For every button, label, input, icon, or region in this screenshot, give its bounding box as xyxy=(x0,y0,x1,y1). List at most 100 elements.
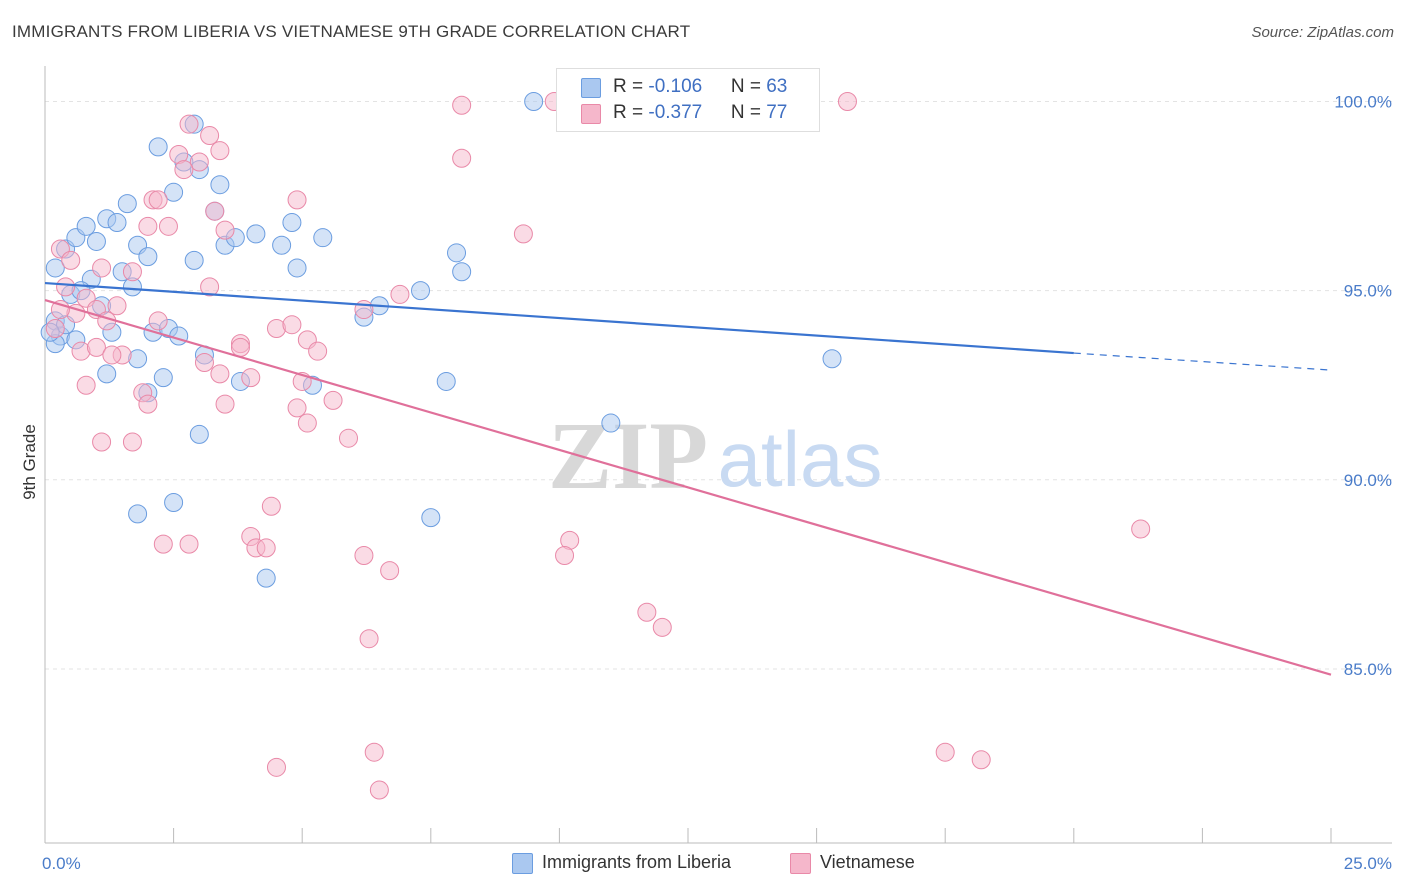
point-liberia xyxy=(822,349,842,369)
point-vietnamese xyxy=(215,394,235,414)
watermark-zip: ZIP xyxy=(548,402,708,509)
point-vietnamese xyxy=(92,258,112,278)
y-tick-label: 95.0% xyxy=(1344,282,1392,301)
point-vietnamese xyxy=(122,262,142,282)
point-liberia xyxy=(452,262,472,282)
series-swatch-liberia xyxy=(512,853,533,874)
point-liberia xyxy=(189,424,209,444)
point-vietnamese xyxy=(138,216,158,236)
point-liberia xyxy=(447,243,467,263)
point-vietnamese xyxy=(215,220,235,240)
trend-extension-liberia xyxy=(1073,352,1332,371)
watermark-atlas: atlas xyxy=(718,415,883,503)
point-vietnamese xyxy=(266,757,286,777)
axes xyxy=(44,66,1392,844)
point-vietnamese xyxy=(210,141,230,161)
point-liberia xyxy=(601,413,621,433)
point-vietnamese xyxy=(56,277,76,297)
point-vietnamese xyxy=(287,190,307,210)
point-vietnamese xyxy=(107,296,127,316)
point-vietnamese xyxy=(92,432,112,452)
point-vietnamese xyxy=(282,315,302,335)
point-vietnamese xyxy=(241,368,261,388)
point-vietnamese xyxy=(158,216,178,236)
y-tick-label: 90.0% xyxy=(1344,471,1392,490)
y-axis-label: 9th Grade xyxy=(20,424,39,500)
point-liberia xyxy=(287,258,307,278)
point-liberia xyxy=(128,504,148,524)
legend-n-value: 77 xyxy=(766,102,788,123)
point-vietnamese xyxy=(148,190,168,210)
series-swatch-vietnamese xyxy=(790,853,811,874)
point-vietnamese xyxy=(61,250,81,270)
legend-swatch-liberia xyxy=(581,78,601,98)
x-tick-right: 25.0% xyxy=(1344,854,1392,873)
point-vietnamese xyxy=(210,364,230,384)
legend-n-value: 63 xyxy=(766,76,788,97)
point-vietnamese xyxy=(230,337,250,357)
trend-line-vietnamese xyxy=(44,299,1332,676)
point-liberia xyxy=(210,175,230,195)
point-vietnamese xyxy=(189,152,209,172)
x-tick-left: 0.0% xyxy=(42,854,81,873)
trend-lines xyxy=(44,281,1332,676)
point-vietnamese xyxy=(338,428,358,448)
point-vietnamese xyxy=(323,390,343,410)
legend-r-label: R = xyxy=(613,102,649,123)
point-vietnamese xyxy=(200,277,220,297)
point-vietnamese xyxy=(452,95,472,115)
point-vietnamese xyxy=(205,201,225,221)
point-vietnamese xyxy=(364,742,384,762)
point-vietnamese xyxy=(76,375,96,395)
point-vietnamese xyxy=(138,394,158,414)
point-vietnamese xyxy=(86,337,106,357)
point-vietnamese xyxy=(359,629,379,649)
point-vietnamese xyxy=(354,545,374,565)
series-legend: Immigrants from Liberia Vietnamese xyxy=(0,852,1406,878)
stats-legend: R = -0.106 N = 63 R = -0.377 N = 77 xyxy=(556,68,820,132)
legend-swatch-vietnamese xyxy=(581,104,601,124)
point-liberia xyxy=(117,194,137,214)
legend-r-value: -0.377 xyxy=(648,102,703,123)
point-liberia xyxy=(421,508,441,528)
point-vietnamese xyxy=(256,538,276,558)
point-liberia xyxy=(97,364,117,384)
point-liberia xyxy=(169,326,189,346)
point-liberia xyxy=(524,91,544,111)
point-liberia xyxy=(153,368,173,388)
data-points xyxy=(40,91,1151,800)
point-liberia xyxy=(148,137,168,157)
point-vietnamese xyxy=(452,148,472,168)
y-tick-labels: 100.0% 95.0% 90.0% 85.0% xyxy=(1334,92,1392,678)
point-vietnamese xyxy=(261,496,281,516)
point-vietnamese xyxy=(148,311,168,331)
point-liberia xyxy=(246,224,266,244)
point-vietnamese xyxy=(287,398,307,418)
point-vietnamese xyxy=(935,742,955,762)
point-vietnamese xyxy=(369,780,389,800)
point-vietnamese xyxy=(308,341,328,361)
trend-line-liberia xyxy=(44,281,1074,355)
legend-n-label: N = xyxy=(730,76,767,97)
point-vietnamese xyxy=(179,114,199,134)
point-vietnamese xyxy=(200,126,220,146)
point-vietnamese xyxy=(637,602,657,622)
point-vietnamese xyxy=(153,534,173,554)
source-label: Source: ZipAtlas.com xyxy=(1251,24,1394,41)
point-liberia xyxy=(164,182,184,202)
point-liberia xyxy=(164,493,184,513)
point-vietnamese xyxy=(971,750,991,770)
point-liberia xyxy=(282,213,302,233)
point-vietnamese xyxy=(513,224,533,244)
point-liberia xyxy=(313,228,333,248)
legend-r-label: R = xyxy=(613,76,649,97)
point-vietnamese xyxy=(390,284,410,304)
point-vietnamese xyxy=(45,318,65,338)
chart-title: IMMIGRANTS FROM LIBERIA VS VIETNAMESE 9T… xyxy=(12,22,691,41)
point-liberia xyxy=(107,213,127,233)
point-vietnamese xyxy=(174,160,194,180)
point-vietnamese xyxy=(102,345,122,365)
point-vietnamese xyxy=(297,413,317,433)
legend-r-value: -0.106 xyxy=(648,76,703,97)
